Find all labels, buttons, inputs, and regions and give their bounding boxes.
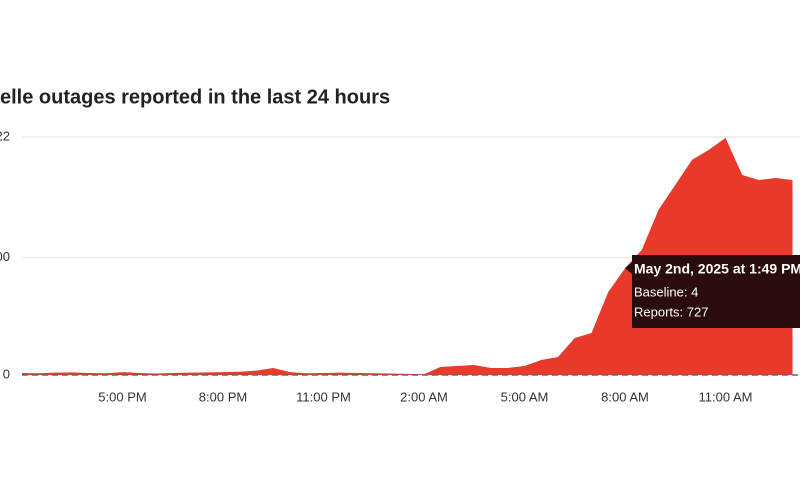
y-tick-label: 00: [0, 249, 10, 264]
tooltip-box: [625, 255, 800, 328]
x-tick-label: 5:00 AM: [501, 389, 549, 404]
plot: [22, 137, 800, 376]
tooltip-title: May 2nd, 2025 at 1:49 PM: [634, 261, 800, 277]
x-tick-label: 8:00 PM: [199, 389, 247, 404]
tooltip: May 2nd, 2025 at 1:49 PM Baseline: 4 Rep…: [625, 255, 800, 328]
x-tick-label: 5:00 PM: [98, 389, 146, 404]
tooltip-line: Baseline: 4: [634, 284, 698, 299]
x-tick-label: 11:00 PM: [296, 389, 351, 404]
chart-title: elle outages reported in the last 24 hou…: [0, 86, 390, 108]
x-axis: 5:00 PM 8:00 PM 11:00 PM 2:00 AM 5:00 AM 8:00…: [98, 389, 752, 404]
area: [22, 137, 793, 375]
tooltip-line: Reports: 727: [634, 304, 708, 319]
y-tick-label: 0: [3, 366, 10, 381]
x-tick-label: 11:00 AM: [699, 389, 753, 404]
x-tick-label: 8:00 AM: [601, 389, 649, 404]
x-tick-label: 2:00 AM: [400, 389, 448, 404]
y-tick-label: 22: [0, 128, 10, 143]
